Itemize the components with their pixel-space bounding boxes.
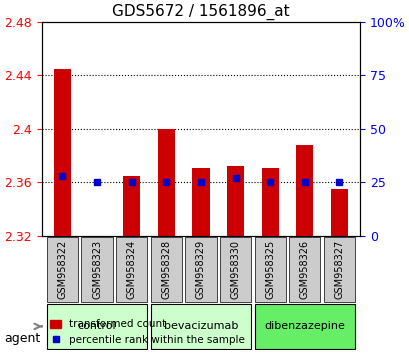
Text: GSM958327: GSM958327 xyxy=(334,240,344,299)
FancyBboxPatch shape xyxy=(254,304,354,349)
Text: GSM958325: GSM958325 xyxy=(265,240,274,299)
Text: GSM958329: GSM958329 xyxy=(196,240,205,299)
FancyBboxPatch shape xyxy=(47,304,147,349)
Text: agent: agent xyxy=(4,332,40,344)
Text: control: control xyxy=(78,321,116,331)
Text: GSM958330: GSM958330 xyxy=(230,240,240,299)
Bar xyxy=(295,145,313,236)
Text: GSM958326: GSM958326 xyxy=(299,240,309,299)
FancyBboxPatch shape xyxy=(116,237,147,302)
Text: GSM958322: GSM958322 xyxy=(57,240,67,299)
FancyBboxPatch shape xyxy=(81,237,112,302)
Text: GSM958324: GSM958324 xyxy=(126,240,136,299)
Bar xyxy=(54,69,71,236)
FancyBboxPatch shape xyxy=(220,237,251,302)
Text: GSM958323: GSM958323 xyxy=(92,240,102,299)
Bar xyxy=(123,176,140,236)
Bar xyxy=(261,168,278,236)
FancyBboxPatch shape xyxy=(288,237,319,302)
Bar xyxy=(226,166,244,236)
Text: dibenzazepine: dibenzazepine xyxy=(264,321,344,331)
Text: GSM958328: GSM958328 xyxy=(161,240,171,299)
Legend: transformed count, percentile rank within the sample: transformed count, percentile rank withi… xyxy=(46,315,249,349)
Bar xyxy=(157,129,175,236)
FancyBboxPatch shape xyxy=(47,237,78,302)
FancyBboxPatch shape xyxy=(185,237,216,302)
FancyBboxPatch shape xyxy=(151,237,182,302)
Bar xyxy=(88,236,106,239)
Title: GDS5672 / 1561896_at: GDS5672 / 1561896_at xyxy=(112,4,289,21)
FancyBboxPatch shape xyxy=(254,237,285,302)
FancyBboxPatch shape xyxy=(323,237,354,302)
Text: bevacizumab: bevacizumab xyxy=(163,321,238,331)
FancyBboxPatch shape xyxy=(151,304,251,349)
Bar xyxy=(330,189,347,236)
Bar xyxy=(192,168,209,236)
